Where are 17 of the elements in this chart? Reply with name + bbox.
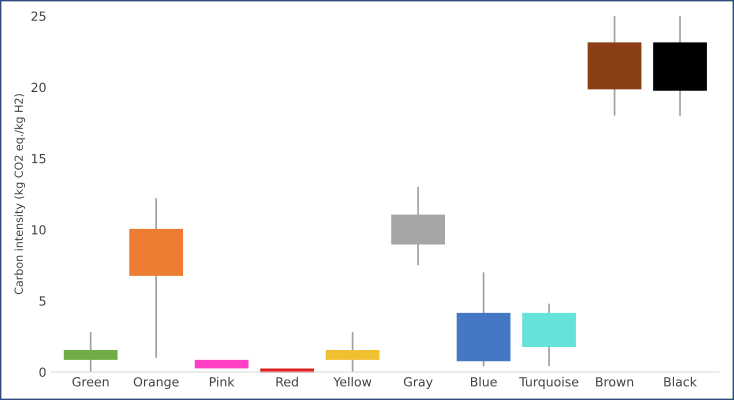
y-tick-label: 20 — [32, 82, 46, 92]
y-tick-label: 5 — [40, 296, 46, 306]
y-tick-label: 15 — [32, 154, 46, 164]
y-tick-label: 25 — [32, 11, 46, 21]
y-tick-label: 10 — [32, 225, 46, 235]
x-tick-label: Pink — [210, 376, 235, 386]
x-tick-label: Green — [72, 377, 109, 387]
x-tick-label: Black — [664, 376, 697, 387]
y-axis-title: Carbon intensity (kg CO2 eq./kg H2) — [14, 94, 26, 294]
x-tick-label: Yellow — [333, 376, 372, 387]
y-tick-label: 0 — [39, 367, 46, 377]
x-tick-label: Blue — [470, 376, 497, 387]
x-tick-label: Turquoise — [519, 376, 578, 389]
x-tick-label: Orange — [134, 377, 179, 389]
x-tick-label: Red — [276, 376, 298, 387]
x-tick-label: Brown — [596, 377, 634, 387]
x-tick-label: Gray — [404, 377, 433, 389]
